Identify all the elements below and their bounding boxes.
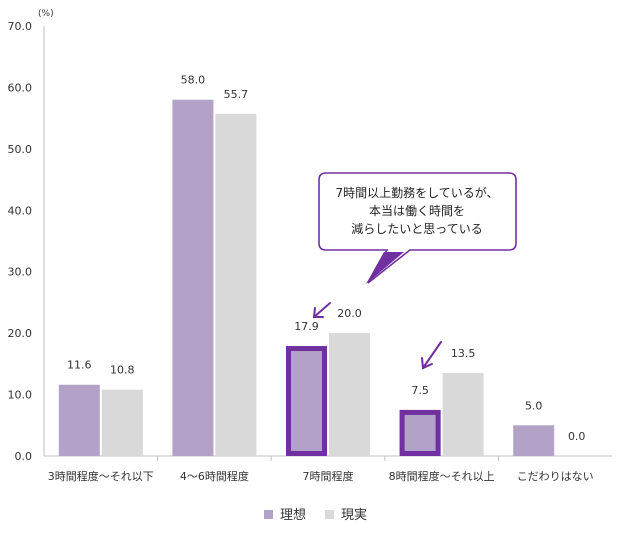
bar-ideal [399,409,441,456]
bar-ideal [286,346,327,456]
bar-highlight-frame [399,409,441,456]
annotations: 11.6 10.8 58.0 55.7 17.9 20.0 7.5 13.5 5.0 0.0 [67,74,585,443]
bar-actual [215,113,257,456]
bar-actual [101,389,143,456]
value-label-ideal: 5.0 [525,399,543,412]
bar-actual [329,333,370,456]
value-label-ideal: 17.9 [294,320,319,333]
y-tick-label: 50.0 [8,143,33,156]
bar-ideal [172,99,214,456]
value-label-ideal: 11.6 [67,359,92,372]
callout-line-3: 減らしたいと思っている [351,221,482,236]
y-tick-label: 30.0 [8,266,33,279]
callout-line-2: 本当は働く時間を [369,204,465,218]
axes: (%) 70.0 60.0 50.0 40.0 30.0 20.0 10.0 0.0 3時間程度～… [8,9,612,483]
value-label-actual: 20.0 [337,307,362,320]
value-label-actual: 10.8 [110,364,135,377]
arrow-icon-8h [421,341,442,370]
bar-ideal [58,384,100,456]
value-label-ideal: 58.0 [181,74,206,87]
arrow-icon-7h [312,302,331,318]
x-category-label: こだわりはない [517,470,594,483]
callout-pointer [366,252,404,284]
callout-box [318,172,517,284]
bar-ideal [513,425,555,456]
bar-highlight-frame [286,346,327,456]
y-tick-label: 20.0 [8,327,33,340]
arrows [312,302,442,370]
y-unit-label: (%) [38,9,54,19]
bars [58,99,555,456]
y-tick-label: 60.0 [8,81,33,94]
legend-label-ideal: 理想 [280,507,306,523]
value-label-actual: 55.7 [224,88,249,101]
legend: 理想 現実 [264,507,367,523]
value-label-actual: 0.0 [568,430,586,443]
callout-line-1: 7時間以上勤務をしているが、 [335,185,498,200]
x-category-label: 7時間程度 [303,469,354,483]
y-tick-label: 0.0 [15,450,33,463]
y-tick-label: 10.0 [8,389,33,402]
x-category-label: 3時間程度～それ以下 [48,469,154,483]
value-label-ideal: 7.5 [411,384,429,397]
legend-swatch-actual [325,510,334,519]
bar-actual [442,373,484,456]
x-category-label: 4～6時間程度 [180,469,249,483]
y-tick-label: 40.0 [8,204,33,217]
legend-label-actual: 現実 [341,507,367,523]
y-tick-label: 70.0 [8,20,33,33]
value-label-actual: 13.5 [451,347,476,360]
x-category-label: 8時間程度～それ以上 [389,469,495,483]
callout: 7時間以上勤務をしているが、 本当は働く時間を 減らしたいと思っている [318,172,517,284]
legend-swatch-ideal [264,510,273,519]
